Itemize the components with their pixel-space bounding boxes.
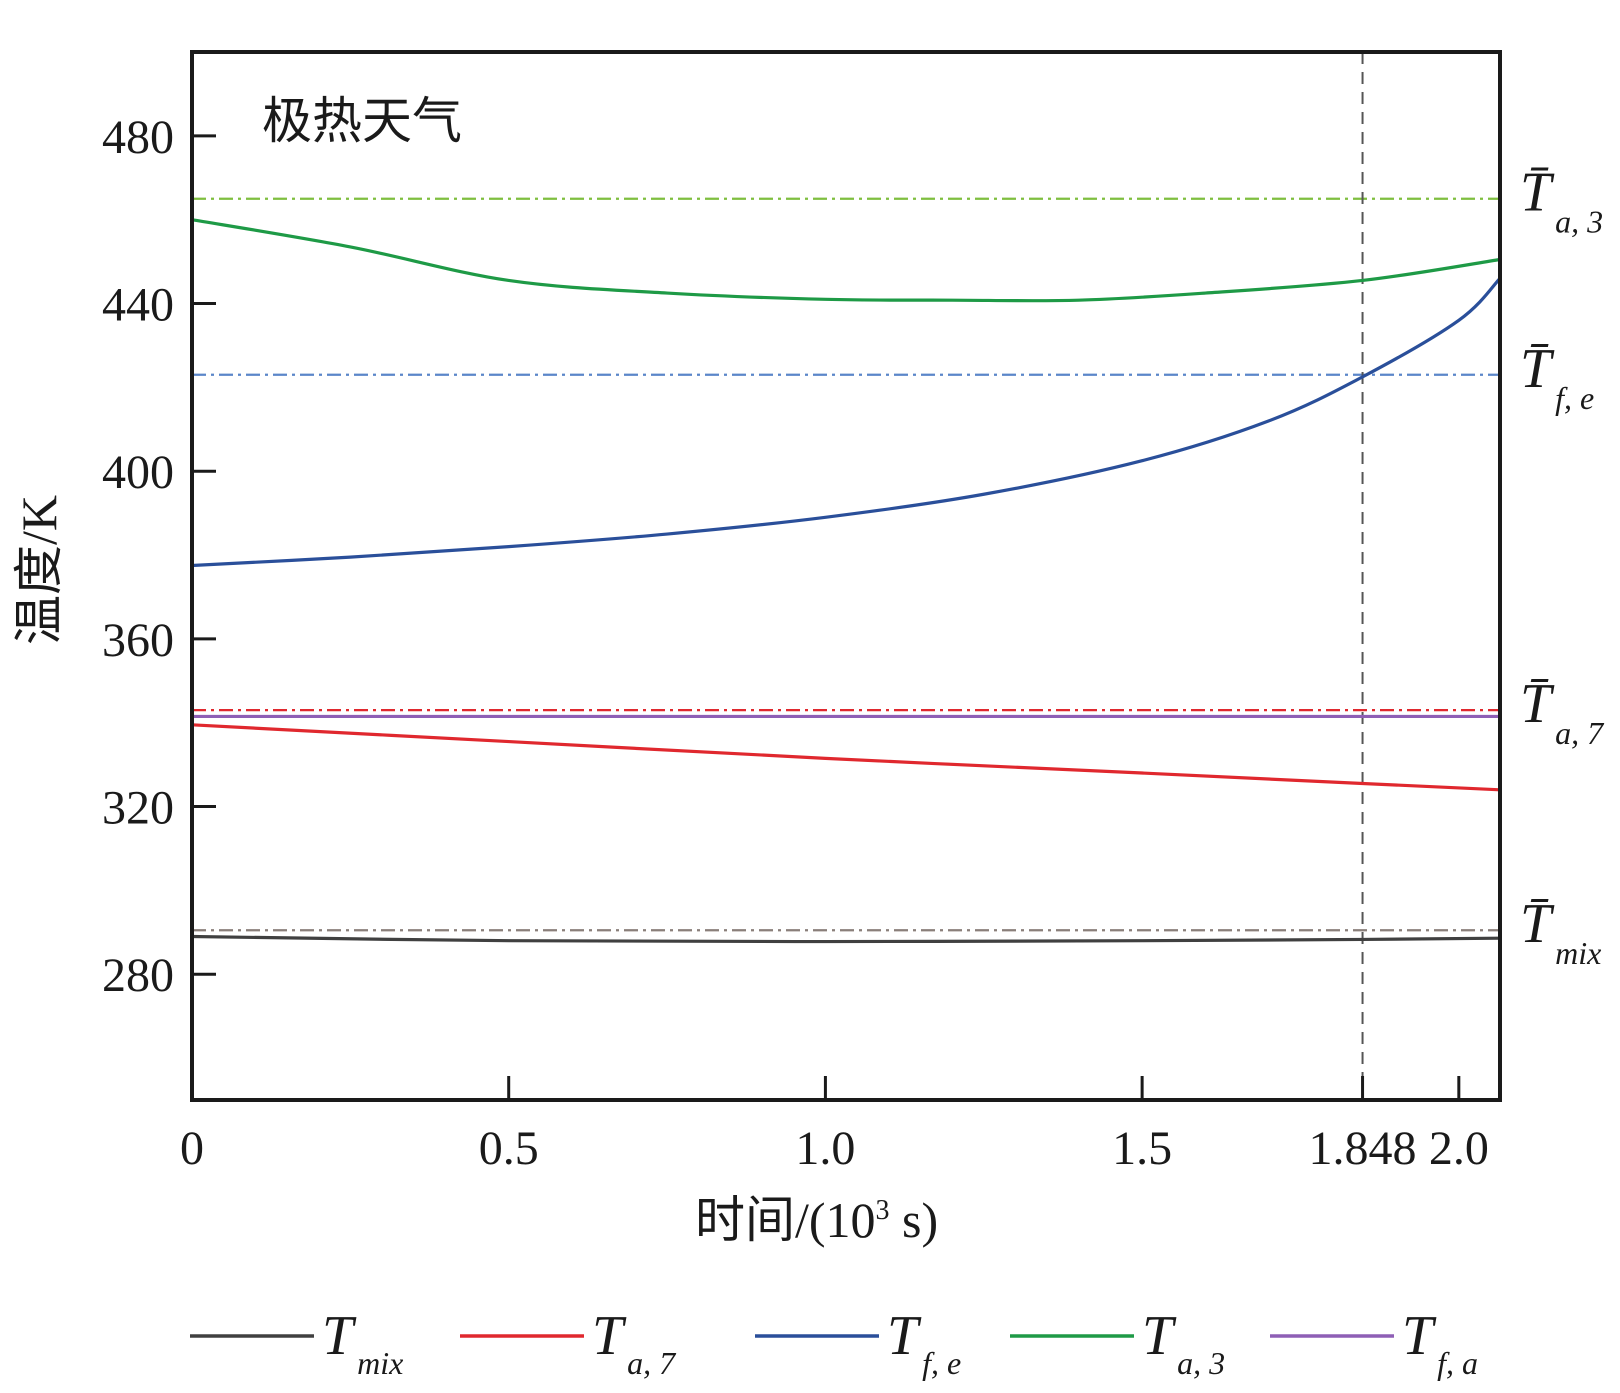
reference-label-subscript: a, 3 (1555, 204, 1603, 240)
y-tick-label: 280 (102, 949, 174, 1002)
reference-label-symbol: T̄ (1520, 673, 1555, 735)
legend-label-symbol: T (592, 1305, 627, 1367)
legend-label-symbol: T (1402, 1305, 1437, 1367)
legend-label-subscript: a, 3 (1177, 1345, 1225, 1381)
y-tick-label: 440 (102, 279, 174, 332)
x-axis-title-suffix: s) (890, 1192, 939, 1248)
chart-annotation: 极热天气 (262, 93, 462, 149)
legend-label-subscript: mix (357, 1345, 403, 1381)
x-axis-title: 时间/(103 s) (695, 1192, 938, 1248)
legend-label-symbol: T (322, 1305, 357, 1367)
x-tick-label: 0.5 (479, 1122, 539, 1175)
y-tick-label: 360 (102, 614, 174, 667)
y-tick-label: 400 (102, 446, 174, 499)
reference-label-Tmix_bar: T̄ mix (1520, 893, 1601, 971)
legend-label-subscript: f, a (1437, 1345, 1478, 1381)
reference-label-symbol: T̄ (1520, 162, 1555, 224)
x-tick-label: 1.0 (795, 1122, 855, 1175)
legend-label-symbol: T (1142, 1305, 1177, 1367)
series-line-Tmix (191, 934, 1501, 944)
plot-area: T̄ a, 3T̄ f, eT̄ a, 7T̄ mix (191, 52, 1605, 1100)
reference-label-symbol: T̄ (1520, 893, 1555, 955)
reference-label-Ta3_bar: T̄ a, 3 (1520, 162, 1603, 240)
reference-label-symbol: T̄ (1520, 338, 1555, 400)
labels: 极热天气 时间/(103 s) 温度/K (11, 93, 938, 1248)
reference-label-Ta7_bar: T̄ a, 7 (1520, 673, 1605, 751)
axes: 280 320 360 400 440 480 0 0.5 1.0 1.5 1.848 2.0 (102, 50, 1502, 1175)
reference-label-Tfe_bar: T̄ f, e (1520, 338, 1594, 416)
series-line-Ta7 (191, 723, 1501, 792)
reference-label-subscript: mix (1555, 935, 1601, 971)
legend-label-subscript: a, 7 (627, 1345, 677, 1381)
legend-label-subscript: f, e (922, 1345, 961, 1381)
x-tick-label: 1.5 (1112, 1122, 1172, 1175)
y-tick-label: 320 (102, 782, 174, 835)
series-line-Ta3 (191, 218, 1501, 303)
x-axis-title-sup: 3 (876, 1195, 890, 1226)
x-tick-label: 0 (180, 1122, 204, 1175)
reference-label-subscript: f, e (1555, 380, 1594, 416)
plot-frame (190, 50, 1502, 1102)
y-tick-label: 480 (102, 111, 174, 164)
reference-label-subscript: a, 7 (1555, 715, 1605, 751)
series-line-Tfe (191, 277, 1502, 568)
y-axis-title: 温度/K (11, 495, 67, 645)
x-tick-label: 2.0 (1429, 1122, 1489, 1175)
x-tick-label: 1.848 (1309, 1122, 1417, 1175)
legend-label-symbol: T (887, 1305, 922, 1367)
x-axis-title-main: 时间/(10 (695, 1192, 876, 1248)
